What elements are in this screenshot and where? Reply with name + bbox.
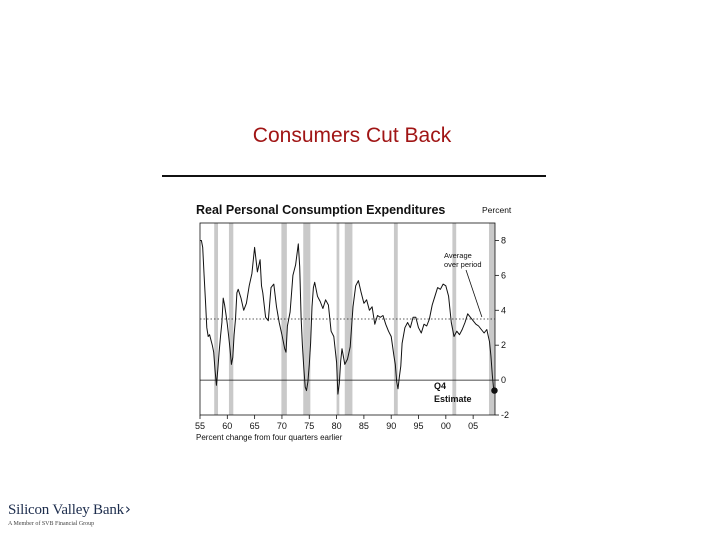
x-tick-label: 60: [222, 421, 232, 431]
logo-tagline: A Member of SVB Financial Group: [8, 521, 95, 527]
x-axis-note: Percent change from four quarters earlie…: [196, 433, 343, 442]
x-tick-label: 90: [386, 421, 396, 431]
series-line: [200, 240, 495, 395]
slide-title: Consumers Cut Back: [252, 124, 452, 147]
y-tick-group: 8 6 4 2 0 -2: [495, 235, 509, 420]
title-divider: [162, 175, 546, 177]
y-tick-label: 6: [501, 270, 506, 280]
q4-estimate-point: [491, 387, 498, 394]
chart-figure: Real Personal Consumption Expenditures P…: [190, 195, 530, 450]
recession-band: [452, 223, 457, 415]
recession-band: [214, 223, 219, 415]
y-tick-label: -2: [501, 410, 509, 420]
y-tick-label: 4: [501, 305, 506, 315]
x-tick-label: 85: [359, 421, 369, 431]
y-tick-label: 8: [501, 235, 506, 245]
x-tick-label: 65: [250, 421, 260, 431]
consumption-chart: Real Personal Consumption Expenditures P…: [195, 203, 512, 442]
logo-name: Silicon Valley Bank: [8, 502, 124, 518]
recession-band: [228, 223, 234, 415]
x-tick-label: 75: [304, 421, 314, 431]
silicon-valley-bank-logo: Silicon Valley Bank› A Member of SVB Fin…: [8, 500, 158, 527]
average-annotation: Average over period: [444, 251, 482, 269]
y-tick-label: 0: [501, 375, 506, 385]
y-axis-unit: Percent: [482, 205, 512, 215]
recession-band: [393, 223, 398, 415]
chevron-right-icon: ›: [124, 500, 131, 518]
y-tick-label: 2: [501, 340, 506, 350]
x-tick-label: 95: [414, 421, 424, 431]
x-tick-label: 05: [468, 421, 478, 431]
series-group: [200, 240, 498, 395]
x-tick-label: 70: [277, 421, 287, 431]
recession-band: [303, 223, 311, 415]
x-tick-label: 00: [441, 421, 451, 431]
estimate-annotation: Q4 Estimate: [434, 381, 472, 404]
x-tick-label: 55: [195, 421, 205, 431]
average-annotation-arrow: [465, 269, 483, 318]
x-tick-group: 55 60 65 70 75 80 85 90 95 00 05: [195, 415, 478, 431]
chart-title: Real Personal Consumption Expenditures: [196, 203, 445, 217]
recession-band: [344, 223, 353, 415]
x-tick-label: 80: [332, 421, 342, 431]
